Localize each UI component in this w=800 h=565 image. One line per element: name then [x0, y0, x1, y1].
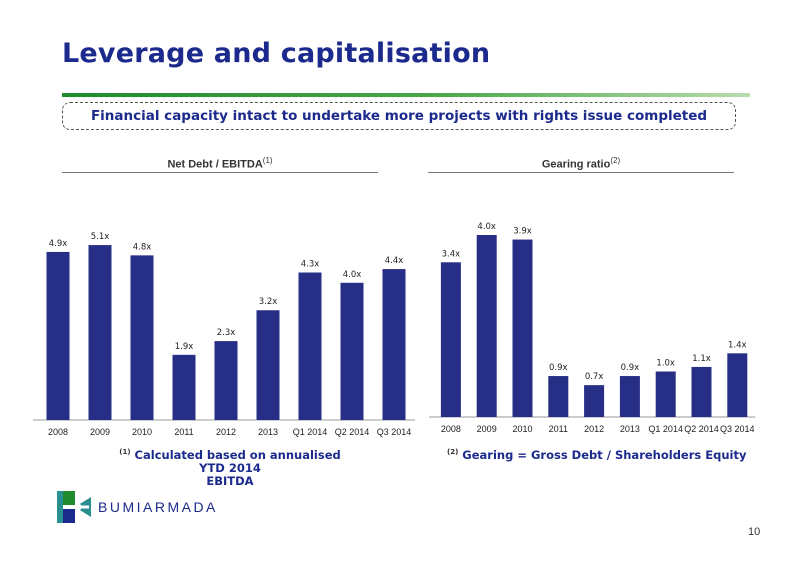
net-debt-ebitda-bar-2: [130, 255, 154, 420]
gearing-ratio-category-label-8: Q3 2014: [720, 424, 755, 434]
net-debt-ebitda-bar-1: [88, 245, 112, 420]
gearing-ratio-title-text: Gearing ratio: [541, 158, 611, 171]
net-debt-ebitda-bar-7: [340, 282, 364, 420]
gearing-ratio-bar-7: [691, 366, 712, 417]
gearing-ratio-data-label-6: 1.0x: [656, 359, 675, 369]
gearing-ratio-category-label-2: 2010: [512, 424, 532, 434]
gearing-ratio-category-label-4: 2012: [584, 424, 604, 434]
net-debt-ebitda-category-label-6: Q1 2014: [293, 427, 328, 437]
net-debt-ebitda-bar-6: [298, 272, 322, 420]
net-debt-ebitda-category-label-2: 2010: [132, 427, 152, 437]
gearing-ratio-title-footnote: (2): [610, 156, 621, 165]
page-title: Leverage and capitalisation: [62, 38, 491, 69]
footnote-2-text: Gearing = Gross Debt / Shareholders Equi…: [462, 447, 747, 462]
key-message-banner: Financial capacity intact to undertake m…: [62, 102, 736, 130]
net-debt-ebitda-footnote: (1) Calculated based on annualised YTD 2…: [105, 446, 355, 488]
company-name: BUMIARMADA: [98, 499, 218, 515]
net-debt-ebitda-bar-0: [46, 251, 70, 420]
gearing-ratio-data-label-3: 0.9x: [549, 363, 568, 373]
gearing-ratio-category-label-3: 2011: [549, 424, 568, 434]
net-debt-ebitda-chart-title: Net Debt / EBITDA(1): [62, 156, 378, 171]
footnote-1-marker: (1): [119, 448, 131, 456]
net-debt-ebitda-data-label-0: 4.9x: [49, 239, 68, 249]
net-debt-ebitda-data-label-4: 2.3x: [217, 328, 236, 338]
net-debt-ebitda-chart: 4.9x 2008 5.1x 2009 4.8x 2010 1.9x 2011 2.3x 2012…: [33, 232, 415, 437]
net-debt-ebitda-data-label-3: 1.9x: [175, 342, 194, 352]
title-divider: [62, 93, 750, 97]
gearing-ratio-bar-1: [476, 235, 497, 417]
gearing-ratio-category-label-6: Q1 2014: [648, 424, 683, 434]
net-debt-ebitda-category-label-5: 2013: [258, 427, 278, 437]
gearing-ratio-category-label-1: 2009: [477, 424, 497, 434]
gearing-ratio-chart: 3.4x 2008 4.0x 2009 3.9x 2010 0.9x 2011 0.7x 2012…: [429, 222, 756, 434]
net-debt-ebitda-data-label-8: 4.4x: [385, 256, 404, 266]
footnote-1-line2: EBITDA: [206, 473, 254, 488]
gearing-ratio-bar-8: [727, 353, 748, 417]
gearing-ratio-chart-title: Gearing ratio(2): [428, 156, 734, 171]
gearing-ratio-data-label-4: 0.7x: [585, 372, 604, 382]
net-debt-ebitda-title-footnote: (1): [262, 156, 273, 165]
gearing-ratio-data-label-2: 3.9x: [513, 227, 532, 237]
net-debt-ebitda-bar-8: [382, 269, 406, 420]
gearing-ratio-data-label-8: 1.4x: [728, 340, 747, 350]
gearing-ratio-bar-6: [655, 371, 676, 417]
gearing-ratio-bar-3: [548, 376, 569, 417]
gearing-ratio-bar-4: [584, 385, 605, 417]
net-debt-ebitda-bar-3: [172, 354, 196, 420]
gearing-ratio-bar-0: [440, 262, 461, 417]
gearing-ratio-category-label-0: 2008: [441, 424, 461, 434]
gearing-ratio-data-label-0: 3.4x: [442, 249, 461, 259]
net-debt-ebitda-category-label-8: Q3 2014: [377, 427, 412, 437]
gearing-ratio-data-label-5: 0.9x: [621, 363, 640, 373]
net-debt-ebitda-bar-4: [214, 341, 238, 420]
net-debt-ebitda-category-label-1: 2009: [90, 427, 110, 437]
net-debt-ebitda-data-label-1: 5.1x: [91, 232, 110, 242]
gearing-ratio-bar-2: [512, 239, 533, 417]
net-debt-ebitda-data-label-7: 4.0x: [343, 270, 362, 280]
bumi-armada-logo-icon: [57, 491, 91, 523]
footnote-2-marker: (2): [447, 448, 459, 456]
gearing-ratio-category-label-5: 2013: [620, 424, 640, 434]
net-debt-ebitda-data-label-5: 3.2x: [259, 297, 278, 307]
gearing-ratio-title-rule: [428, 172, 734, 173]
net-debt-ebitda-data-label-2: 4.8x: [133, 242, 152, 252]
net-debt-ebitda-data-label-6: 4.3x: [301, 260, 320, 270]
gearing-ratio-bar-5: [619, 376, 640, 417]
page-number: 10: [748, 526, 761, 538]
net-debt-ebitda-category-label-7: Q2 2014: [335, 427, 370, 437]
gearing-footnote: (2) Gearing = Gross Debt / Shareholders …: [447, 446, 747, 462]
gearing-ratio-data-label-7: 1.1x: [692, 354, 711, 364]
net-debt-ebitda-title-text: Net Debt / EBITDA: [167, 158, 263, 171]
gearing-ratio-category-label-7: Q2 2014: [684, 424, 719, 434]
net-debt-ebitda-bar-5: [256, 310, 280, 420]
net-debt-ebitda-category-label-4: 2012: [216, 427, 236, 437]
net-debt-ebitda-title-rule: [62, 172, 378, 173]
gearing-ratio-data-label-1: 4.0x: [477, 222, 496, 232]
footnote-1-line1: Calculated based on annualised YTD 2014: [134, 447, 341, 475]
net-debt-ebitda-category-label-3: 2011: [174, 427, 193, 437]
net-debt-ebitda-category-label-0: 2008: [48, 427, 68, 437]
